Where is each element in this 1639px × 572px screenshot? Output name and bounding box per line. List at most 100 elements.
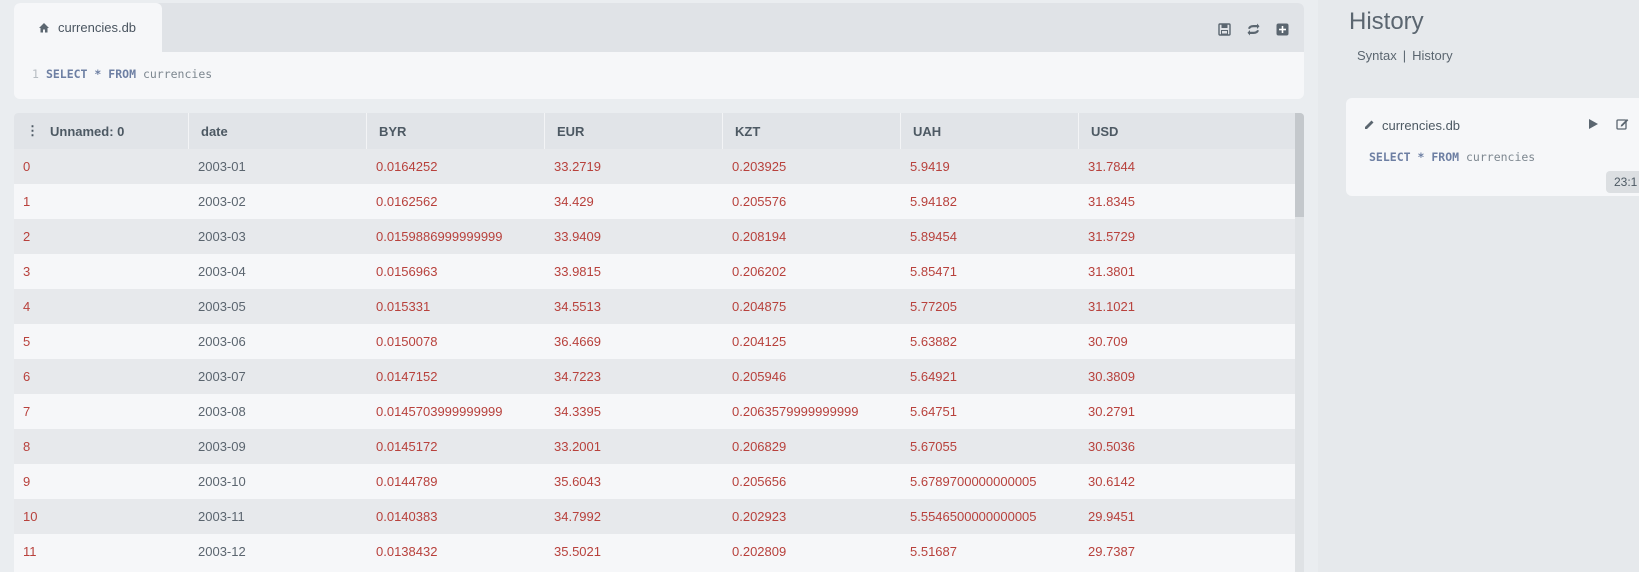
table-cell[interactable]: 29.9451 [1088,509,1135,524]
table-cell[interactable]: 2003-11 [198,509,245,524]
history-entry[interactable]: currencies.db SELECT * FROM currencies [1346,98,1639,196]
refresh-icon[interactable] [1246,22,1261,37]
table-cell[interactable]: 30.709 [1088,334,1128,349]
table-cell[interactable]: 5 [23,334,31,349]
table-cell[interactable]: 2003-01 [198,159,246,174]
table-cell[interactable]: 0.0140383 [376,509,438,524]
table-cell[interactable]: 36.4669 [554,334,601,349]
table-row[interactable]: 1 2003-02 0.0162562 34.429 0.205576 5.94182 31… [14,184,1304,219]
table-cell[interactable]: 1 [23,194,31,209]
table-cell[interactable]: 34.5513 [554,299,601,314]
table-cell[interactable]: 2003-03 [198,229,246,244]
table-cell[interactable]: 30.6142 [1088,474,1135,489]
table-cell[interactable]: 31.3801 [1088,264,1135,279]
table-cell[interactable]: 5.67055 [910,439,957,454]
table-cell[interactable]: 33.2001 [554,439,601,454]
table-cell[interactable]: 5.64751 [910,404,957,419]
table-cell[interactable]: 0.0144789 [376,474,438,489]
column-header-usd[interactable]: USD [1091,123,1119,139]
column-header-byr[interactable]: BYR [367,113,545,149]
scrollbar-thumb[interactable] [1295,113,1304,217]
column-header-kzt[interactable]: KZT [723,113,901,149]
column-menu-icon[interactable]: ⋮ [26,123,39,138]
table-cell[interactable]: 0.206202 [732,264,787,279]
table-row[interactable]: 7 2003-08 0.0145703999999999 34.3395 0.20635… [14,394,1304,429]
table-cell[interactable]: 31.7844 [1088,159,1135,174]
table-cell[interactable]: 34.7223 [554,369,601,384]
table-cell[interactable]: 2003-10 [198,474,246,489]
table-cell[interactable]: 33.9409 [554,229,601,244]
table-cell[interactable]: 0.0147152 [376,369,438,384]
table-cell[interactable]: 4 [23,299,31,314]
column-header-uah[interactable]: UAH [901,113,1079,149]
table-cell[interactable]: 0.202809 [732,544,787,559]
table-cell[interactable]: 34.3395 [554,404,601,419]
table-cell[interactable]: 5.85471 [910,264,957,279]
table-cell[interactable]: 0.206829 [732,439,787,454]
table-cell[interactable]: 0.0138432 [376,544,438,559]
vertical-scrollbar[interactable] [1295,113,1304,572]
table-cell[interactable]: 0.0156963 [376,264,438,279]
table-cell[interactable]: 0.205946 [732,369,787,384]
tab-currencies-db[interactable]: currencies.db [14,3,162,52]
add-icon[interactable] [1275,22,1290,37]
table-cell[interactable]: 2003-04 [198,264,246,279]
table-cell[interactable]: 33.9815 [554,264,601,279]
table-cell[interactable]: 30.2791 [1088,404,1135,419]
column-header-unnamed[interactable]: ⋮ Unnamed: 0 [14,113,189,149]
table-cell[interactable]: 5.9419 [910,159,950,174]
table-cell[interactable]: 34.429 [554,194,594,209]
table-cell[interactable]: 11 [23,544,37,559]
table-cell[interactable]: 2003-05 [198,299,246,314]
table-cell[interactable]: 0.0159886999999999 [376,229,503,244]
table-cell[interactable]: 2003-08 [198,404,246,419]
edit-icon[interactable] [1616,118,1629,133]
table-cell[interactable]: 5.77205 [910,299,957,314]
table-cell[interactable]: 2003-02 [198,194,246,209]
table-cell[interactable]: 0.0145703999999999 [376,404,503,419]
table-cell[interactable]: 0.204875 [732,299,787,314]
table-cell[interactable]: 30.3809 [1088,369,1135,384]
table-cell[interactable]: 35.5021 [554,544,601,559]
table-row[interactable]: 10 2003-11 0.0140383 34.7992 0.202923 5.55465… [14,499,1304,534]
table-cell[interactable]: 31.8345 [1088,194,1135,209]
table-cell[interactable]: 5.51687 [910,544,957,559]
table-cell[interactable]: 10 [23,509,38,524]
table-cell[interactable]: 2003-06 [198,334,246,349]
table-cell[interactable]: 5.6789700000000005 [910,474,1037,489]
table-cell[interactable]: 0.0164252 [376,159,438,174]
table-row[interactable]: 4 2003-05 0.015331 34.5513 0.204875 5.77205 31… [14,289,1304,324]
tab-syntax[interactable]: Syntax [1357,48,1397,63]
table-cell[interactable]: 2003-07 [198,369,246,384]
table-cell[interactable]: 0.0150078 [376,334,438,349]
table-cell[interactable]: 5.5546500000000005 [910,509,1037,524]
table-cell[interactable]: 2003-09 [198,439,246,454]
table-cell[interactable]: 0.0145172 [376,439,438,454]
table-cell[interactable]: 33.2719 [554,159,601,174]
table-cell[interactable]: 0.202923 [732,509,787,524]
table-cell[interactable]: 0.203925 [732,159,787,174]
table-cell[interactable]: 8 [23,439,31,454]
table-cell[interactable]: 2 [23,229,31,244]
table-cell[interactable]: 2003-12 [198,544,246,559]
table-row[interactable]: 6 2003-07 0.0147152 34.7223 0.205946 5.64921 3… [14,359,1304,394]
play-icon[interactable] [1588,118,1599,133]
table-cell[interactable]: 0.204125 [732,334,787,349]
table-cell[interactable]: 31.5729 [1088,229,1135,244]
sql-code[interactable]: 1 SELECT * FROM currencies [14,52,1304,81]
table-cell[interactable]: 0.0162562 [376,194,438,209]
table-row[interactable]: 9 2003-10 0.0144789 35.6043 0.205656 5.678970… [14,464,1304,499]
table-row[interactable]: 11 2003-12 0.0138432 35.5021 0.202809 5.51687… [14,534,1304,569]
table-cell[interactable]: 7 [23,404,31,419]
table-cell[interactable]: 0.2063579999999999 [732,404,859,419]
table-cell[interactable]: 0.015331 [376,299,431,314]
table-cell[interactable]: 5.94182 [910,194,957,209]
table-cell[interactable]: 6 [23,369,31,384]
table-cell[interactable]: 0.205576 [732,194,787,209]
table-row[interactable]: 5 2003-06 0.0150078 36.4669 0.204125 5.63882 3… [14,324,1304,359]
tab-history[interactable]: History [1412,48,1453,63]
table-row[interactable]: 2 2003-03 0.0159886999999999 33.9409 0.20819… [14,219,1304,254]
table-cell[interactable]: 34.7992 [554,509,601,524]
table-cell[interactable]: 3 [23,264,31,279]
save-icon[interactable] [1217,22,1232,37]
